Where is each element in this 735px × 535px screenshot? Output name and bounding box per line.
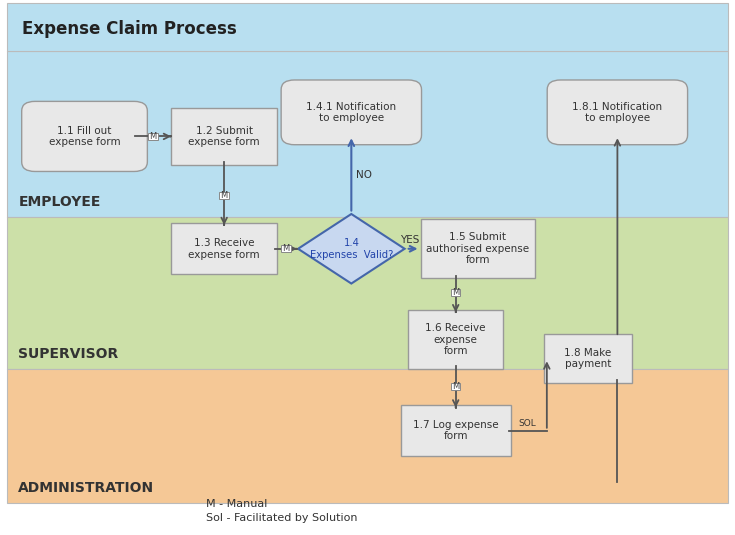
Text: 1.8.1 Notification
to employee: 1.8.1 Notification to employee <box>573 102 662 123</box>
Text: YES: YES <box>401 235 420 245</box>
FancyBboxPatch shape <box>420 219 534 278</box>
Bar <box>281 245 290 252</box>
Bar <box>451 383 460 391</box>
FancyBboxPatch shape <box>7 51 728 217</box>
Bar <box>451 289 460 296</box>
Bar <box>148 133 157 140</box>
FancyBboxPatch shape <box>547 80 687 145</box>
FancyBboxPatch shape <box>7 217 728 369</box>
Text: 1.2 Submit
expense form: 1.2 Submit expense form <box>188 126 260 147</box>
Text: 1.6 Receive
expense
form: 1.6 Receive expense form <box>426 323 486 356</box>
Bar <box>219 192 229 199</box>
Text: NO: NO <box>356 171 373 180</box>
FancyBboxPatch shape <box>22 102 147 172</box>
FancyBboxPatch shape <box>7 3 728 51</box>
FancyBboxPatch shape <box>544 334 632 383</box>
Text: M: M <box>149 132 157 141</box>
Text: M: M <box>452 288 459 297</box>
Text: SUPERVISOR: SUPERVISOR <box>18 347 118 361</box>
Text: M - Manual
Sol - Facilitated by Solution: M - Manual Sol - Facilitated by Solution <box>206 499 357 523</box>
Text: ADMINISTRATION: ADMINISTRATION <box>18 481 154 495</box>
Text: Expense Claim Process: Expense Claim Process <box>22 20 237 39</box>
Text: SOL: SOL <box>519 419 537 428</box>
Text: M: M <box>452 383 459 391</box>
Text: 1.7 Log expense
form: 1.7 Log expense form <box>413 420 498 441</box>
FancyBboxPatch shape <box>281 80 421 145</box>
Text: 1.1 Fill out
expense form: 1.1 Fill out expense form <box>49 126 121 147</box>
Text: 1.3 Receive
expense form: 1.3 Receive expense form <box>188 238 260 259</box>
Text: 1.4.1 Notification
to employee: 1.4.1 Notification to employee <box>306 102 396 123</box>
Text: M: M <box>282 244 290 253</box>
Text: EMPLOYEE: EMPLOYEE <box>18 195 101 209</box>
Polygon shape <box>298 214 404 284</box>
Text: 1.5 Submit
authorised expense
form: 1.5 Submit authorised expense form <box>426 232 529 265</box>
FancyBboxPatch shape <box>401 406 511 456</box>
FancyBboxPatch shape <box>408 310 503 369</box>
FancyBboxPatch shape <box>171 109 277 165</box>
FancyBboxPatch shape <box>7 369 728 503</box>
Text: M: M <box>220 191 228 200</box>
Text: 1.4
Expenses  Valid?: 1.4 Expenses Valid? <box>309 238 393 259</box>
FancyBboxPatch shape <box>171 224 277 274</box>
Text: 1.8 Make
payment: 1.8 Make payment <box>564 348 612 369</box>
